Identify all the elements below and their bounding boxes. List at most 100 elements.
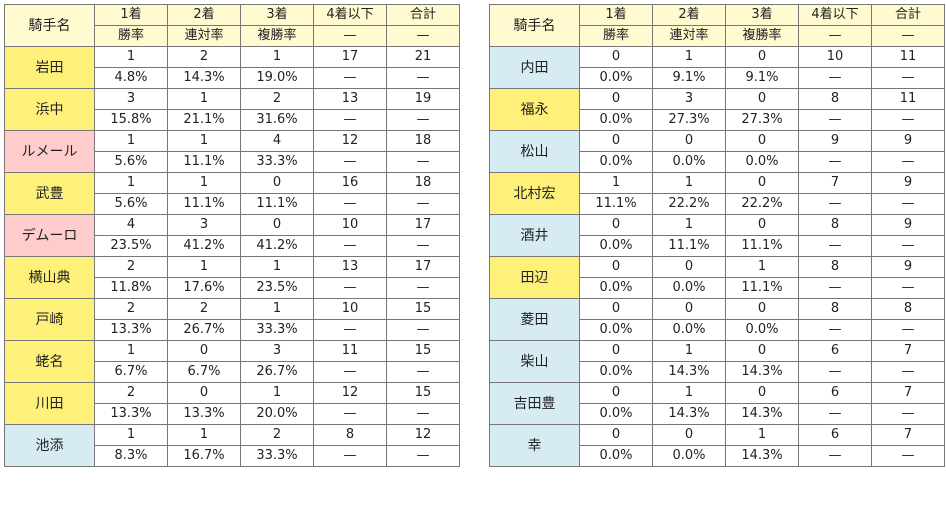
jockey-rates-row: 0.0% 0.0% 0.0% — — bbox=[490, 319, 945, 341]
top2-rate-cell: 21.1% bbox=[167, 109, 241, 131]
total-rate-cell: — bbox=[386, 193, 460, 215]
total-count-cell: 15 bbox=[386, 298, 460, 320]
col4-subheader: — bbox=[313, 25, 387, 47]
total-count-cell: 11 bbox=[871, 88, 945, 110]
jockey-rates-row: 23.5% 41.2% 41.2% — — bbox=[5, 235, 460, 257]
fourth-or-lower-count-cell: 6 bbox=[798, 340, 872, 362]
col2-header: 2着 bbox=[167, 4, 241, 26]
top2-rate-cell: 22.2% bbox=[652, 193, 726, 215]
total-rate-cell: — bbox=[871, 445, 945, 467]
top3-rate-cell: 11.1% bbox=[240, 193, 314, 215]
third-place-count-cell: 1 bbox=[240, 298, 314, 320]
jockey-counts-row: 田辺 0 0 1 8 9 bbox=[489, 256, 945, 299]
total-count-cell: 7 bbox=[871, 382, 945, 404]
total-rate-cell: — bbox=[871, 277, 945, 299]
win-rate-cell: 5.6% bbox=[94, 193, 168, 215]
top2-rate-cell: 0.0% bbox=[652, 319, 726, 341]
top3-rate-cell: 9.1% bbox=[725, 67, 799, 89]
first-place-count-cell: 1 bbox=[94, 424, 168, 446]
top2-rate-cell: 26.7% bbox=[167, 319, 241, 341]
total-rate-cell: — bbox=[871, 319, 945, 341]
total-count-cell: 15 bbox=[386, 340, 460, 362]
jockey-counts-row: デムーロ 4 3 0 10 17 bbox=[4, 214, 460, 257]
top3-rate-cell: 26.7% bbox=[240, 361, 314, 383]
win-rate-cell: 0.0% bbox=[579, 403, 653, 425]
top2-rate-cell: 14.3% bbox=[652, 361, 726, 383]
jockey-name-cell: 吉田豊 bbox=[489, 382, 580, 425]
jockey-rates-row: 11.1% 22.2% 22.2% — — bbox=[490, 193, 945, 215]
top3-rate-cell: 0.0% bbox=[725, 151, 799, 173]
jockey-rates-row: 5.6% 11.1% 11.1% — — bbox=[5, 193, 460, 215]
jockey-name-cell: 浜中 bbox=[4, 88, 95, 131]
jockey-name-cell: 松山 bbox=[489, 130, 580, 173]
fourth-or-lower-rate-cell: — bbox=[798, 319, 872, 341]
header-row-bottom: 勝率 連対率 複勝率 — — bbox=[490, 25, 945, 47]
fourth-or-lower-count-cell: 10 bbox=[798, 46, 872, 68]
jockey-column-header: 騎手名 bbox=[4, 4, 95, 47]
fourth-or-lower-rate-cell: — bbox=[313, 361, 387, 383]
fourth-or-lower-count-cell: 6 bbox=[798, 382, 872, 404]
total-rate-cell: — bbox=[871, 109, 945, 131]
total-count-cell: 19 bbox=[386, 88, 460, 110]
header-row-bottom: 勝率 連対率 複勝率 — — bbox=[5, 25, 460, 47]
jockey-name-cell: 横山典 bbox=[4, 256, 95, 299]
second-place-count-cell: 2 bbox=[167, 298, 241, 320]
third-place-count-cell: 0 bbox=[240, 214, 314, 236]
first-place-count-cell: 1 bbox=[94, 46, 168, 68]
win-rate-cell: 0.0% bbox=[579, 151, 653, 173]
jockey-rates-row: 6.7% 6.7% 26.7% — — bbox=[5, 361, 460, 383]
first-place-count-cell: 0 bbox=[579, 88, 653, 110]
top3-rate-cell: 0.0% bbox=[725, 319, 799, 341]
first-place-count-cell: 4 bbox=[94, 214, 168, 236]
top3-rate-cell: 27.3% bbox=[725, 109, 799, 131]
top3-rate-cell: 41.2% bbox=[240, 235, 314, 257]
col3-subheader: 複勝率 bbox=[725, 25, 799, 47]
top3-rate-cell: 14.3% bbox=[725, 361, 799, 383]
jockey-column-header: 騎手名 bbox=[489, 4, 580, 47]
win-rate-cell: 0.0% bbox=[579, 361, 653, 383]
win-rate-cell: 6.7% bbox=[94, 361, 168, 383]
fourth-or-lower-rate-cell: — bbox=[798, 361, 872, 383]
jockey-name-cell: 川田 bbox=[4, 382, 95, 425]
top2-rate-cell: 11.1% bbox=[167, 151, 241, 173]
win-rate-cell: 11.8% bbox=[94, 277, 168, 299]
jockey-counts-row: 武豊 1 1 0 16 18 bbox=[4, 172, 460, 215]
second-place-count-cell: 1 bbox=[167, 424, 241, 446]
third-place-count-cell: 1 bbox=[725, 424, 799, 446]
jockey-rates-row: 8.3% 16.7% 33.3% — — bbox=[5, 445, 460, 467]
fourth-or-lower-count-cell: 8 bbox=[798, 214, 872, 236]
top3-rate-cell: 11.1% bbox=[725, 277, 799, 299]
top3-rate-cell: 31.6% bbox=[240, 109, 314, 131]
second-place-count-cell: 0 bbox=[652, 298, 726, 320]
third-place-count-cell: 1 bbox=[725, 256, 799, 278]
fourth-or-lower-count-cell: 7 bbox=[798, 172, 872, 194]
total-rate-cell: — bbox=[386, 403, 460, 425]
total-count-cell: 7 bbox=[871, 424, 945, 446]
col3-subheader: 複勝率 bbox=[240, 25, 314, 47]
fourth-or-lower-rate-cell: — bbox=[313, 277, 387, 299]
total-count-cell: 12 bbox=[386, 424, 460, 446]
first-place-count-cell: 0 bbox=[579, 46, 653, 68]
win-rate-cell: 0.0% bbox=[579, 277, 653, 299]
fourth-or-lower-rate-cell: — bbox=[798, 109, 872, 131]
fourth-or-lower-count-cell: 6 bbox=[798, 424, 872, 446]
total-count-cell: 11 bbox=[871, 46, 945, 68]
win-rate-cell: 0.0% bbox=[579, 445, 653, 467]
fourth-or-lower-rate-cell: — bbox=[798, 193, 872, 215]
top2-rate-cell: 11.1% bbox=[167, 193, 241, 215]
table-body-left: 騎手名 1着 2着 3着 4着以下 合計 勝率 連対率 複勝率 — — 岩田 1 2… bbox=[4, 4, 460, 467]
third-place-count-cell: 4 bbox=[240, 130, 314, 152]
jockey-rates-row: 0.0% 27.3% 27.3% — — bbox=[490, 109, 945, 131]
first-place-count-cell: 3 bbox=[94, 88, 168, 110]
third-place-count-cell: 0 bbox=[725, 130, 799, 152]
third-place-count-cell: 0 bbox=[725, 172, 799, 194]
first-place-count-cell: 0 bbox=[579, 424, 653, 446]
jockey-name-cell: 北村宏 bbox=[489, 172, 580, 215]
fourth-or-lower-rate-cell: — bbox=[313, 319, 387, 341]
first-place-count-cell: 0 bbox=[579, 214, 653, 236]
total-count-cell: 18 bbox=[386, 130, 460, 152]
third-place-count-cell: 0 bbox=[725, 88, 799, 110]
second-place-count-cell: 3 bbox=[167, 214, 241, 236]
jockey-counts-row: 蛯名 1 0 3 11 15 bbox=[4, 340, 460, 383]
jockey-name-cell: 蛯名 bbox=[4, 340, 95, 383]
